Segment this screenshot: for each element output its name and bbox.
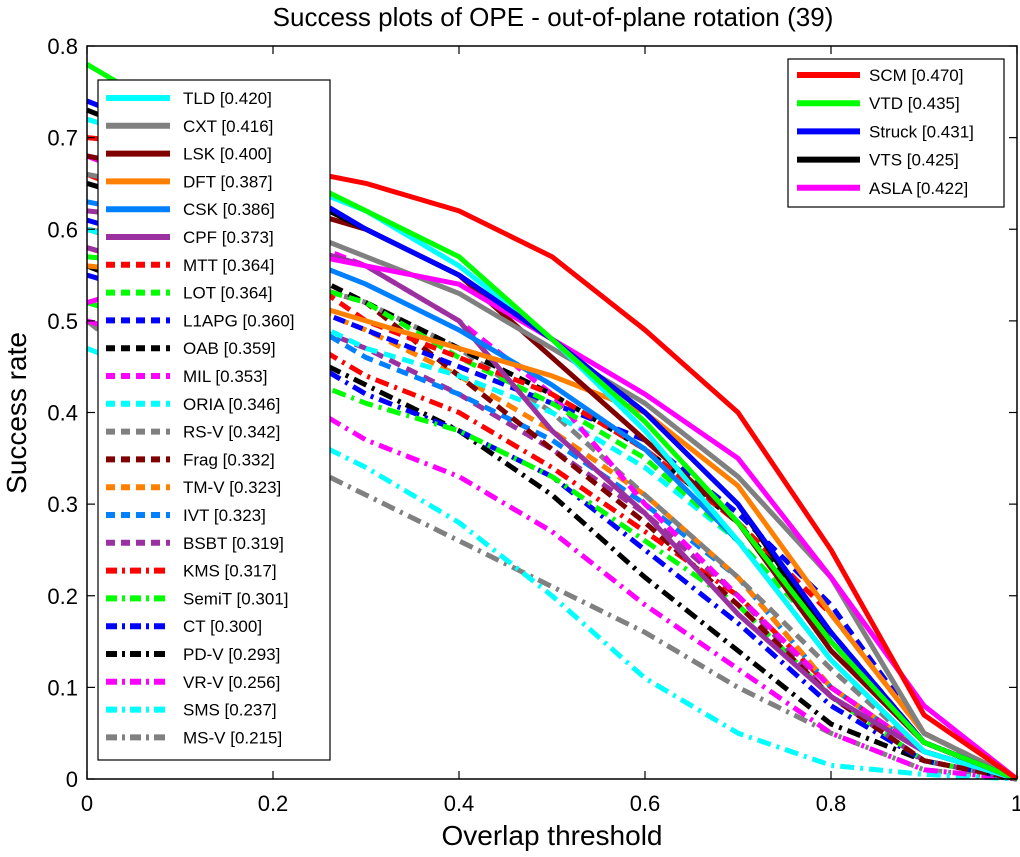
legend-label-rs-v: RS-V [0.342] — [183, 423, 280, 442]
x-tick-label: 1 — [1011, 791, 1020, 816]
y-tick-label: 0.1 — [47, 675, 78, 700]
legend-label-ct: CT [0.300] — [183, 617, 262, 636]
legend-label-cxt: CXT [0.416] — [183, 117, 273, 136]
legend-label-asla: ASLA [0.422] — [869, 179, 968, 198]
x-tick-label: 0.8 — [816, 791, 847, 816]
y-axis-label: Success rate — [1, 332, 32, 494]
legend-label-vr-v: VR-V [0.256] — [183, 673, 280, 692]
legend-label-vtd: VTD [0.435] — [869, 94, 960, 113]
y-tick-label: 0.2 — [47, 584, 78, 609]
y-tick-label: 0.6 — [47, 217, 78, 242]
legend-label-oria: ORIA [0.346] — [183, 395, 280, 414]
legend-label-struck: Struck [0.431] — [869, 122, 974, 141]
y-tick-label: 0.8 — [47, 34, 78, 59]
x-axis-label: Overlap threshold — [441, 820, 662, 851]
x-tick-label: 0.6 — [630, 791, 661, 816]
legend-label-ivt: IVT [0.323] — [183, 506, 266, 525]
legend-top-right: SCM [0.470] VTD [0.435] Struck [0.431] VTS … — [787, 58, 1005, 208]
chart-title: Success plots of OPE - out-of-plane rota… — [273, 2, 834, 32]
legend-label-frag: Frag [0.332] — [183, 450, 275, 469]
legend-label-cpf: CPF [0.373] — [183, 228, 274, 247]
legend-label-scm: SCM [0.470] — [869, 66, 964, 85]
legend-label-semit: SemiT [0.301] — [183, 589, 289, 608]
legend-label-dft: DFT [0.387] — [183, 172, 272, 191]
legend-label-lot: LOT [0.364] — [183, 284, 272, 303]
legend-label-tld: TLD [0.420] — [183, 89, 272, 108]
ticks-layer: 0 0.2 0.4 0.6 0.8 1 0 0.1 0.2 0.3 0.4 0.5 0.6 0.7 0.8 — [47, 34, 1020, 816]
legend-label-ms-v: MS-V [0.215] — [183, 728, 282, 747]
legend-left: TLD [0.420] CXT [0.416] LSK [0.400] DFT [0.… — [97, 79, 331, 761]
legend-label-mil: MIL [0.353] — [183, 367, 267, 386]
x-tick-label: 0.2 — [258, 791, 289, 816]
series-line-ct — [86, 272, 1018, 782]
legend-label-bsbt: BSBT [0.319] — [183, 534, 284, 553]
y-tick-label: 0 — [66, 767, 78, 792]
legend-label-mtt: MTT [0.364] — [183, 256, 274, 275]
y-tick-label: 0.5 — [47, 309, 78, 334]
legend-label-csk: CSK [0.386] — [183, 200, 275, 219]
x-tick-label: 0.4 — [444, 791, 475, 816]
legend-label-tm-v: TM-V [0.323] — [183, 478, 281, 497]
y-tick-label: 0.7 — [47, 126, 78, 151]
legend-label-pd-v: PD-V [0.293] — [183, 645, 280, 664]
y-tick-label: 0.4 — [47, 401, 78, 426]
legend-label-kms: KMS [0.317] — [183, 562, 277, 581]
legend-label-sms: SMS [0.237] — [183, 701, 277, 720]
legend-label-lsk: LSK [0.400] — [183, 145, 272, 164]
legend-label-oab: OAB [0.359] — [183, 339, 276, 358]
y-tick-label: 0.3 — [47, 492, 78, 517]
legend-label-l1apg: L1APG [0.360] — [183, 311, 295, 330]
legend-box — [97, 79, 331, 761]
series-line-vr-v — [86, 318, 1018, 782]
legend-label-vts: VTS [0.425] — [869, 151, 959, 170]
x-tick-label: 0 — [81, 791, 93, 816]
series-line-mil — [86, 153, 1018, 782]
series-line-oria — [86, 226, 1018, 782]
